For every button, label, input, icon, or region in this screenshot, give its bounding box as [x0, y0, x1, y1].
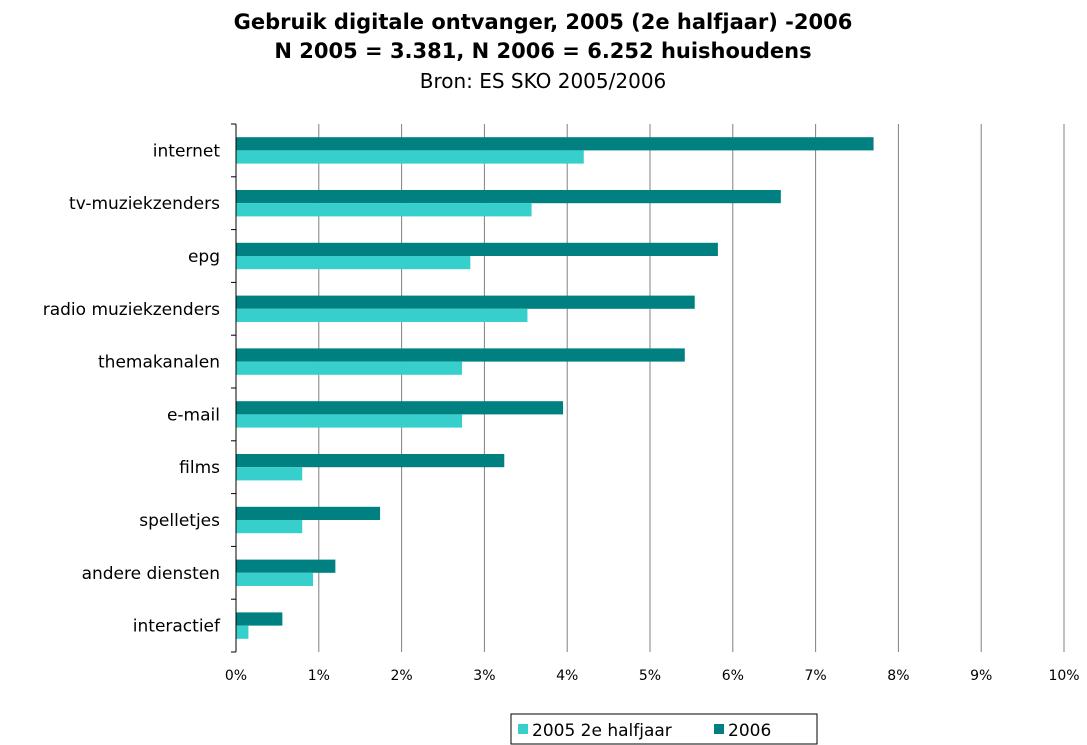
x-tick-label: 10%	[1048, 668, 1079, 684]
legend-label: 2006	[728, 721, 771, 741]
bar-2005	[236, 520, 303, 534]
x-tick-label: 5%	[639, 668, 661, 684]
axes: 0% 1% 2% 3% 4% 5% 6% 7% 8% 9% 10% internet tv-muziek…	[43, 123, 1080, 684]
bar-2005	[236, 625, 249, 639]
x-tick-label: 3%	[473, 668, 495, 684]
legend-label: 2005 2e halfjaar	[532, 721, 672, 741]
bar-2005	[236, 308, 528, 322]
bar-2006	[236, 559, 336, 573]
x-tick-label: 6%	[722, 668, 744, 684]
bar-2006	[236, 506, 381, 520]
bar-2005	[236, 361, 463, 375]
chart-title: Gebruik digitale ontvanger, 2005 (2e hal…	[234, 10, 853, 34]
bar-2005	[236, 256, 471, 270]
bar-2006	[236, 137, 874, 151]
bar-2006	[236, 242, 718, 256]
category-label: interactief	[133, 617, 221, 637]
category-label: epg	[188, 247, 220, 267]
category-label: tv-muziekzenders	[69, 194, 220, 214]
chart-subtitle: N 2005 = 3.381, N 2006 = 6.252 huishoude…	[274, 39, 811, 63]
chart-source: Bron: ES SKO 2005/2006	[420, 69, 667, 93]
category-label: internet	[153, 141, 221, 161]
bar-2005	[236, 203, 532, 217]
bar-2006	[236, 190, 781, 204]
x-tick-label: 7%	[804, 668, 826, 684]
bar-2005	[236, 150, 584, 164]
category-label: themakanalen	[98, 353, 220, 373]
bar-2006	[236, 348, 685, 362]
x-tick-label: 1%	[308, 668, 330, 684]
bar-2006	[236, 454, 505, 468]
bar-2005	[236, 572, 314, 586]
category-label: films	[179, 458, 220, 478]
category-label: e-mail	[167, 405, 220, 425]
x-tick-label: 4%	[556, 668, 578, 684]
bar-2005	[236, 467, 303, 481]
bar-2006	[236, 401, 564, 415]
x-tick-label: 0%	[225, 668, 247, 684]
x-tick-label: 8%	[887, 668, 909, 684]
bar-2005	[236, 414, 463, 428]
legend-swatch	[518, 724, 528, 734]
legend-box	[510, 713, 818, 745]
category-label: spelletjes	[139, 511, 220, 531]
bar-2006	[236, 612, 283, 626]
bar-2006	[236, 295, 695, 309]
x-tick-label: 9%	[970, 668, 992, 684]
x-tick-label: 2%	[390, 668, 412, 684]
category-label: radio muziekzenders	[43, 300, 220, 320]
legend: 2005 2e halfjaar 2006	[510, 713, 818, 745]
bars	[236, 137, 874, 639]
category-label: andere diensten	[82, 564, 220, 584]
legend-swatch	[714, 724, 724, 734]
